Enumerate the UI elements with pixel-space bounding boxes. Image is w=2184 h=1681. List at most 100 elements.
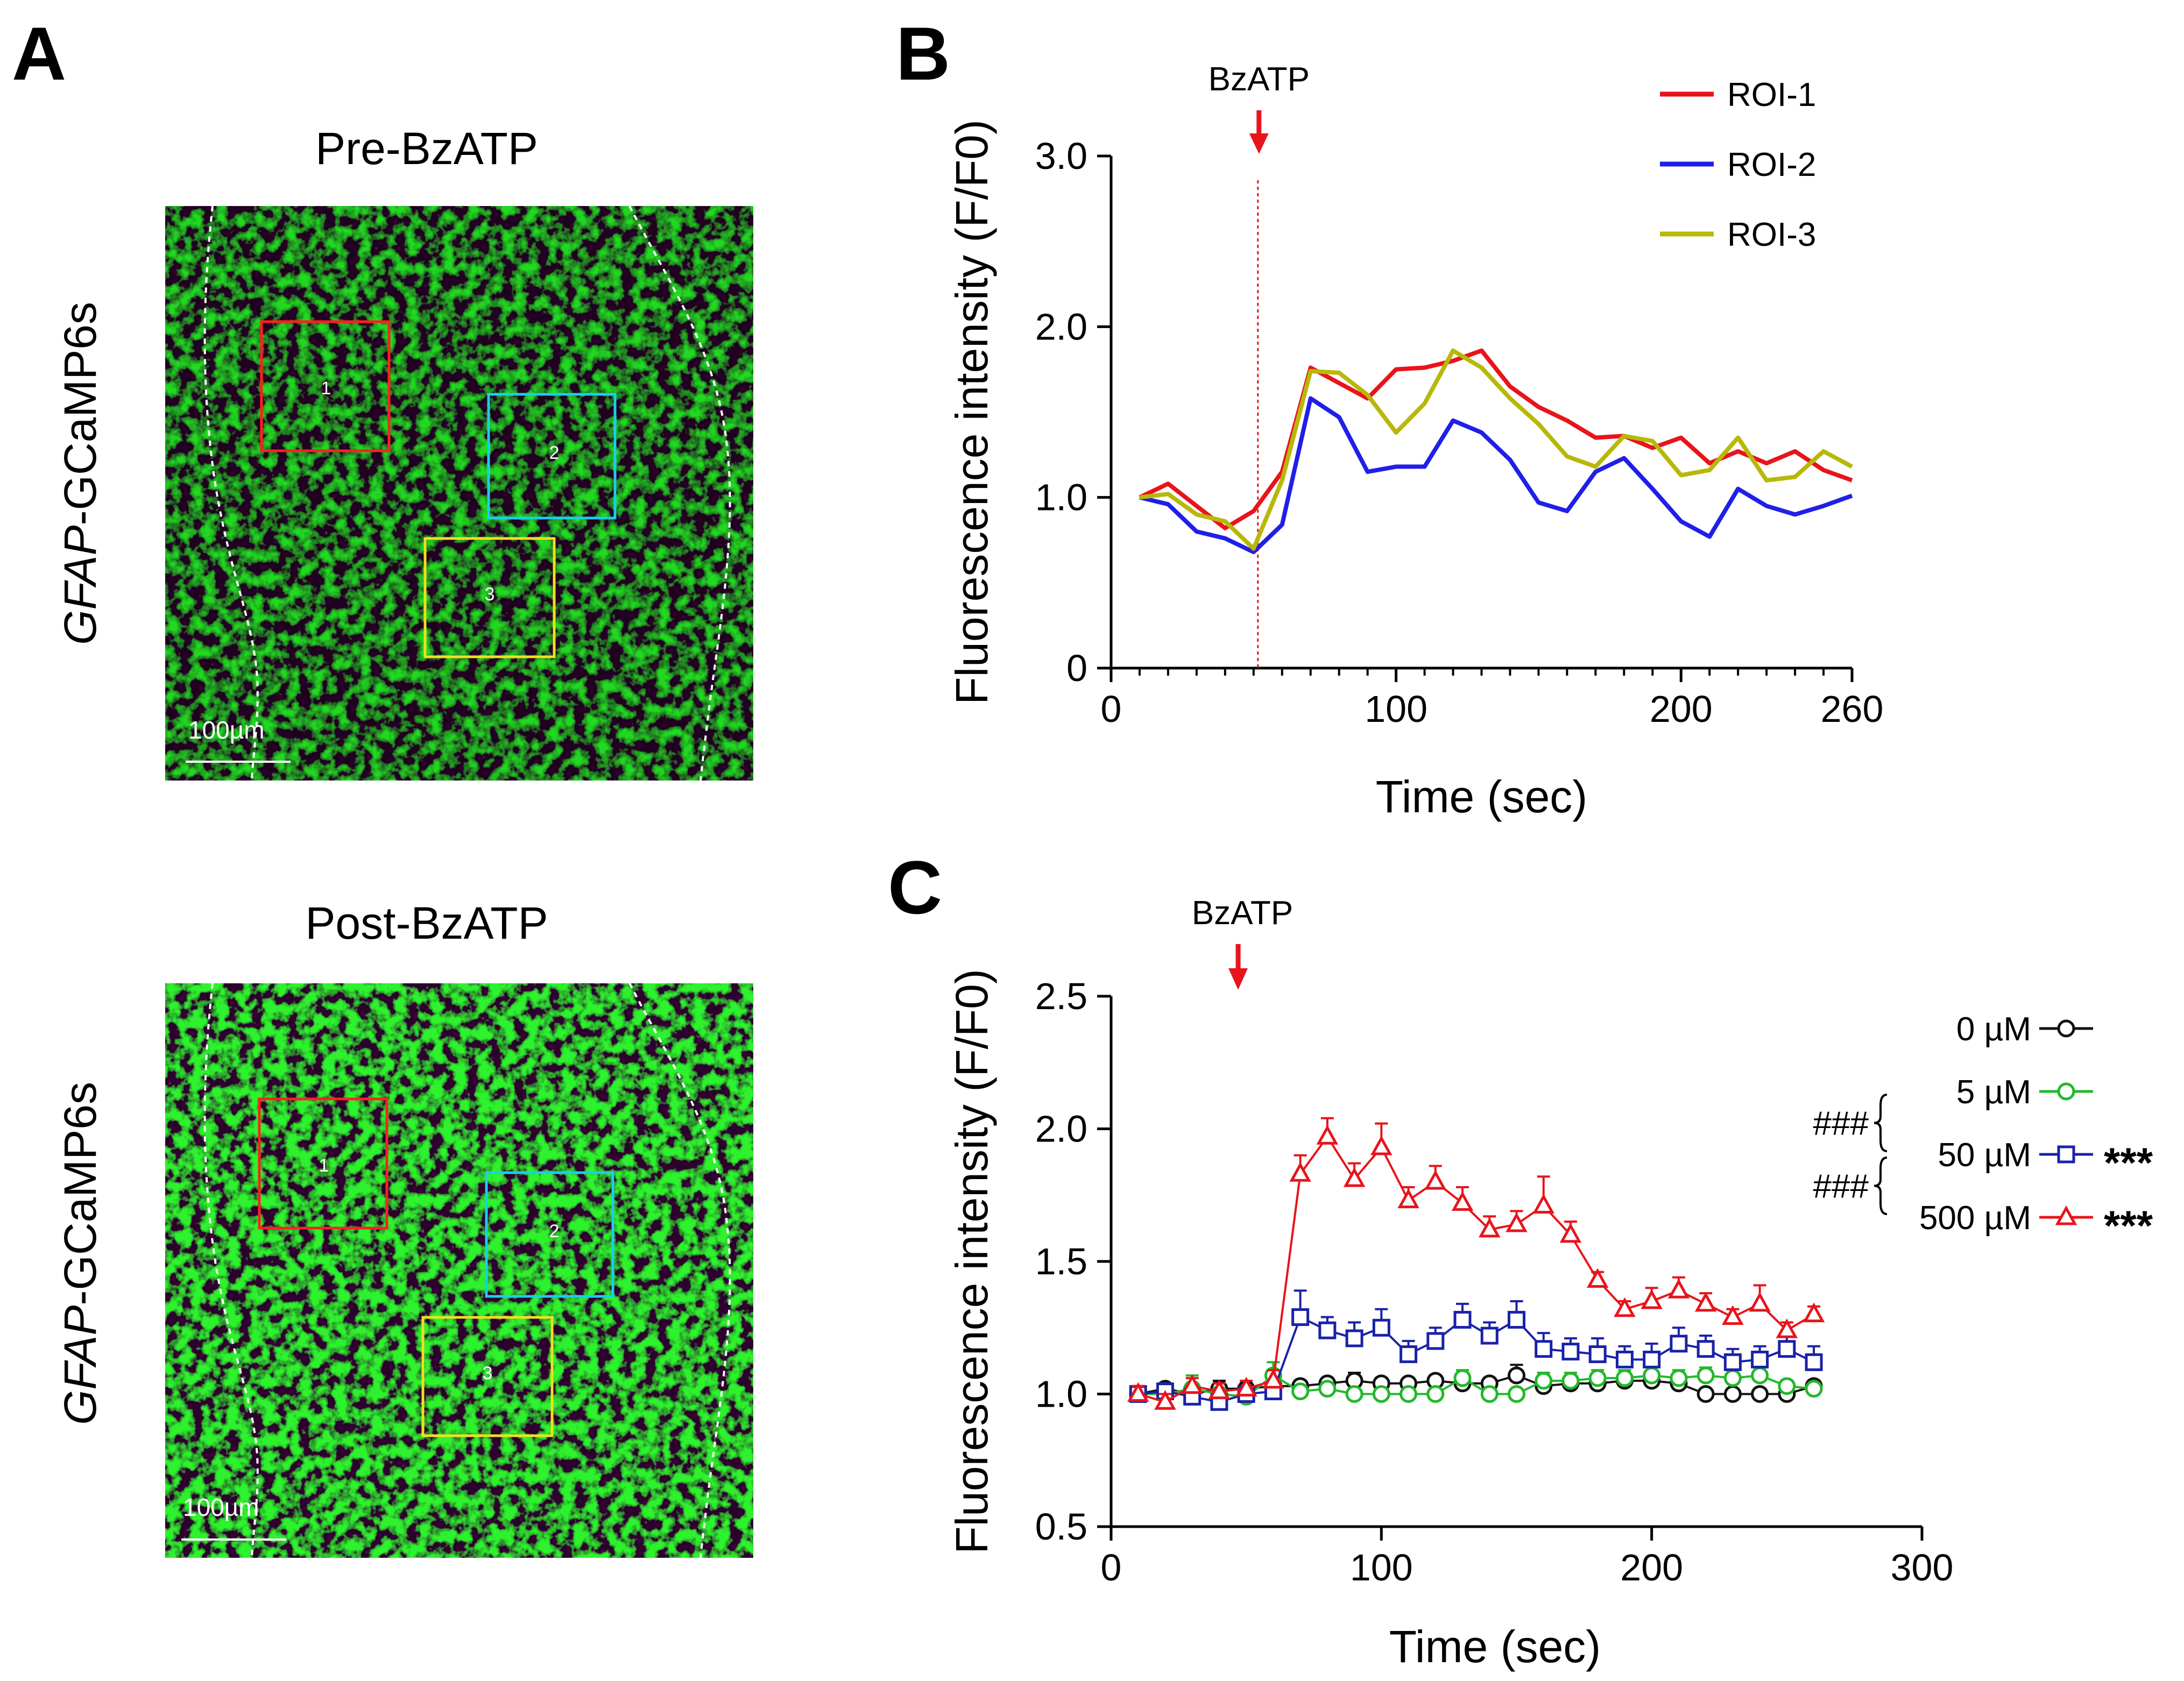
data-point	[1181, 1374, 1203, 1394]
data-point	[1751, 1350, 1769, 1368]
data-point	[1508, 1310, 1525, 1329]
data-point	[1400, 1385, 1418, 1403]
data-point	[1588, 1345, 1607, 1364]
data-point	[1291, 1308, 1310, 1327]
data-point	[1508, 1385, 1525, 1403]
data-point	[1235, 1377, 1257, 1397]
data-point	[1776, 1318, 1798, 1338]
data-point	[1535, 1372, 1553, 1390]
legend-label-roi-3: ROI-3	[1727, 216, 1816, 253]
data-point	[1424, 1169, 1447, 1190]
data-point	[1805, 1380, 1823, 1398]
roi-label-3-post: 3	[483, 1363, 493, 1384]
data-point	[1291, 1382, 1310, 1401]
roi-label-1-post: 1	[319, 1155, 329, 1176]
data-point	[1372, 1385, 1390, 1403]
data-point	[1372, 1318, 1390, 1337]
bzatp-arrow-head	[1228, 968, 1248, 990]
panel-b-letter: B	[896, 11, 950, 96]
tissue-boundary-left-pre	[203, 205, 259, 781]
data-point	[1667, 1279, 1690, 1299]
bzatp-arrow-head	[1249, 133, 1269, 154]
data-point	[1694, 1292, 1717, 1312]
image-ylabel-pre: GFAP-GCaMP6s	[55, 302, 105, 645]
series-50m	[1129, 1289, 1823, 1411]
data-point	[1316, 1125, 1339, 1145]
data-point	[1670, 1335, 1688, 1353]
data-point	[1479, 1217, 1501, 1238]
data-point	[1262, 1368, 1284, 1389]
data-point	[1697, 1385, 1715, 1403]
x-tick-label: 300	[1891, 1547, 1954, 1588]
image-ylabel-post: GFAP-GCaMP6s	[55, 1082, 105, 1425]
y-tick-label: 1.5	[1035, 1240, 1087, 1282]
data-point	[1127, 1382, 1149, 1402]
roi-box-3-post: 3	[421, 1316, 554, 1437]
data-point	[1561, 1343, 1580, 1361]
significance-bracket	[1874, 1094, 1888, 1152]
data-point	[1426, 1385, 1445, 1403]
legend-marker-50m	[2057, 1145, 2075, 1164]
data-point	[1670, 1369, 1688, 1387]
bzatp-annotation-label: BzATP	[1208, 61, 1310, 98]
data-point	[1400, 1345, 1418, 1364]
x-axis-title: Time (sec)	[1376, 771, 1588, 822]
data-point	[1778, 1340, 1796, 1358]
data-point	[1506, 1212, 1528, 1232]
x-tick-label: 0	[1101, 1547, 1122, 1588]
data-point	[1805, 1353, 1823, 1371]
data-point	[1559, 1223, 1582, 1243]
data-point	[1480, 1385, 1499, 1403]
significance-hash: ###	[1813, 1168, 1869, 1205]
data-point	[1643, 1366, 1661, 1385]
data-point	[1318, 1321, 1337, 1339]
roi-label-3-pre: 3	[485, 584, 495, 605]
legend-label-5m: 5 µM	[1956, 1074, 2031, 1111]
data-point	[1588, 1369, 1607, 1387]
y-tick-label: 0.5	[1035, 1506, 1087, 1548]
data-point	[1723, 1369, 1742, 1387]
panel-c-letter: C	[888, 845, 942, 930]
data-point	[1751, 1366, 1769, 1385]
x-tick-label: 100	[1365, 688, 1427, 730]
data-point	[1397, 1188, 1419, 1209]
data-point	[1508, 1366, 1525, 1385]
x-tick-label: 0	[1101, 688, 1122, 730]
data-point	[1370, 1135, 1393, 1155]
roi-label-1-pre: 1	[321, 378, 331, 399]
data-point	[1643, 1350, 1661, 1368]
y-tick-label: 2.0	[1035, 306, 1087, 347]
cell-texture-post	[165, 983, 753, 1558]
roi-label-2-pre: 2	[549, 443, 560, 463]
data-point	[1289, 1162, 1311, 1182]
x-tick-label: 200	[1620, 1547, 1683, 1588]
data-point	[1345, 1385, 1363, 1403]
data-point	[1722, 1305, 1744, 1325]
image-title-pre: Pre-BzATP	[315, 123, 538, 174]
cell-texture-pre	[165, 206, 753, 781]
series-line-roi-2	[1139, 396, 1853, 555]
roi-label-2-post: 2	[549, 1221, 560, 1242]
data-point	[1535, 1340, 1553, 1358]
data-point	[1426, 1332, 1445, 1350]
data-point	[1318, 1380, 1337, 1398]
legend-label-roi-1: ROI-1	[1727, 76, 1816, 114]
y-tick-label: 2.0	[1035, 1108, 1087, 1150]
y-tick-label: 0	[1066, 647, 1087, 689]
y-tick-label: 1.0	[1035, 477, 1087, 519]
data-point	[1697, 1366, 1715, 1385]
y-axis-title: Fluorescence intensity (F/F0)	[946, 119, 997, 705]
significance-bracket	[1874, 1157, 1888, 1215]
data-point	[1749, 1292, 1771, 1312]
y-axis-title: Fluorescence intensity (F/F0)	[946, 969, 997, 1554]
legend-marker-5m	[2057, 1082, 2075, 1101]
data-point	[1343, 1167, 1366, 1187]
roi-box-1-post: 1	[258, 1097, 388, 1230]
significance-stars-50m: ***	[2104, 1139, 2153, 1186]
x-axis-title: Time (sec)	[1389, 1621, 1601, 1672]
y-tick-label: 2.5	[1035, 975, 1087, 1017]
significance-hash: ###	[1813, 1105, 1869, 1143]
bzatp-annotation-label: BzATP	[1192, 895, 1293, 932]
data-point	[1154, 1390, 1176, 1410]
data-point	[1453, 1310, 1472, 1329]
